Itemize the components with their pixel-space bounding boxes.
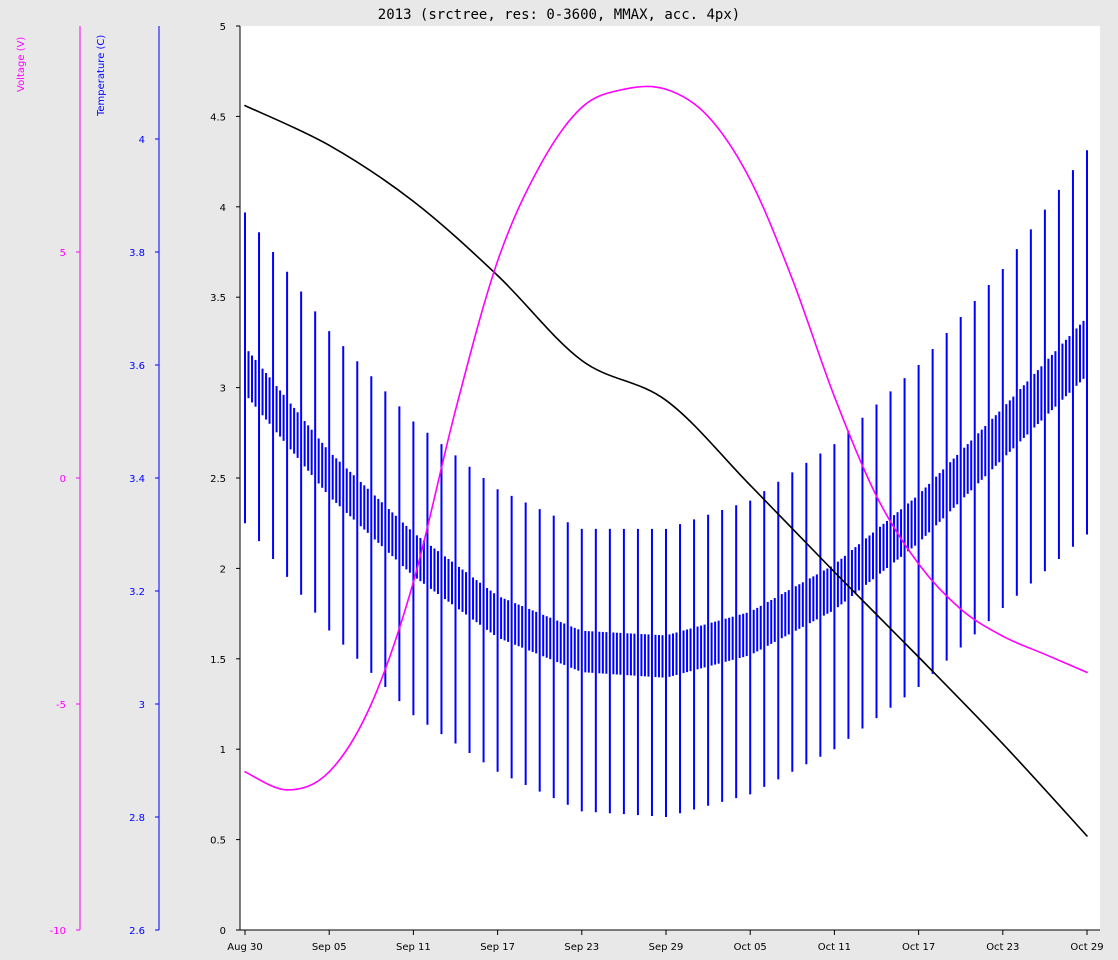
voltage-series-point [581,106,583,109]
voltage-series-point [538,165,541,167]
x-axis-tick-label: Oct 05 [734,942,767,953]
x-axis-tick-label: Aug 30 [227,942,262,953]
primary-series-point [412,200,415,203]
primary-axis-tick-label: 2 [220,564,226,575]
x-axis-tick-label: Oct 23 [986,942,1019,953]
x-axis-tick-label: Sep 05 [312,942,347,953]
voltage-series-point [412,581,415,583]
primary-axis-tick-label: 3 [220,384,226,395]
primary-axis-tick-label: 5 [220,22,226,33]
x-axis-tick-label: Sep 17 [480,942,515,953]
axes-layer: 5 0 -5 -10 4 3.8 3.6 3.4 3.2 3 2.8 2.6 5 4.5 4 3.5 3 2.5 2… [50,22,1104,953]
voltage-series-point [875,495,878,497]
voltage-series-point [833,395,836,398]
temperature-axis-tick-label: 3.6 [129,361,145,372]
x-axis-tick-label: Sep 23 [564,942,599,953]
primary-series-point [749,484,751,487]
primary-series-point [244,104,246,107]
series-layer [244,85,1088,837]
temperature-axis-tick-label: 3.8 [129,248,145,259]
temperature-axis-tick-label: 2.6 [129,926,145,937]
primary-series-point [328,144,331,147]
voltage-series-point [707,115,709,118]
primary-series-point [1002,743,1004,745]
voltage-series-point [454,409,457,412]
voltage-series-point [665,88,667,91]
primary-axis-tick-label: 2.5 [210,474,226,485]
primary-series-point [581,359,583,362]
voltage-series-point [328,771,331,773]
primary-series-point [496,274,499,277]
primary-axis-tick-label: 4 [220,203,226,214]
primary-series-point [917,656,920,658]
primary-axis-tick-label: 1 [220,745,226,756]
primary-series-point [1086,835,1088,837]
primary-axis-tick-label: 0 [220,926,226,937]
voltage-series-point [496,260,499,262]
voltage-series-point [370,703,373,705]
voltage-series-point [749,178,751,181]
x-axis-tick-label: Oct 29 [1070,942,1103,953]
voltage-series-point [791,278,794,280]
voltage-series-point [1086,671,1088,674]
temperature-axis-tick-label: 3.2 [129,587,145,598]
voltage-series-line [244,85,1088,791]
primary-series-line [244,104,1088,837]
voltage-series-point [959,608,962,610]
voltage-series-point [623,88,625,91]
chart-title: 2013 (srctree, res: 0-3600, MMAX, acc. 4… [378,7,740,23]
x-axis-tick-label: Oct 11 [818,942,851,953]
voltage-series-point [244,771,246,773]
temperature-axis-label: Temperature (C) [96,35,107,117]
voltage-series-point [1002,635,1004,637]
voltage-axis-tick-label: -10 [50,926,66,937]
temperature-axis-tick-label: 3.4 [129,474,145,485]
primary-series-point [665,399,667,402]
voltage-axis-tick-label: -5 [56,700,66,711]
voltage-axis-tick-label: 5 [60,248,66,259]
temperature-axis-tick-label: 3 [139,700,145,711]
primary-axis-tick-label: 0.5 [210,836,226,847]
voltage-series-point [917,563,920,565]
voltage-axis-tick-label: 0 [60,474,66,485]
temperature-axis-tick-label: 2.8 [129,813,145,824]
voltage-axis-label: Voltage (V) [16,37,27,92]
primary-axis-tick-label: 4.5 [210,112,226,123]
temperature-envelope [244,150,1088,817]
primary-axis-tick-label: 3.5 [210,293,226,304]
voltage-series-point [286,789,288,791]
x-axis-tick-label: Oct 17 [902,942,935,953]
temperature-axis-tick-label: 4 [139,135,145,146]
primary-series-point [833,571,836,573]
voltage-series-point [1044,653,1046,656]
x-axis-tick-label: Sep 29 [649,942,684,953]
primary-axis-tick-label: 1.5 [210,655,226,666]
x-axis-tick-label: Sep 11 [396,942,431,953]
